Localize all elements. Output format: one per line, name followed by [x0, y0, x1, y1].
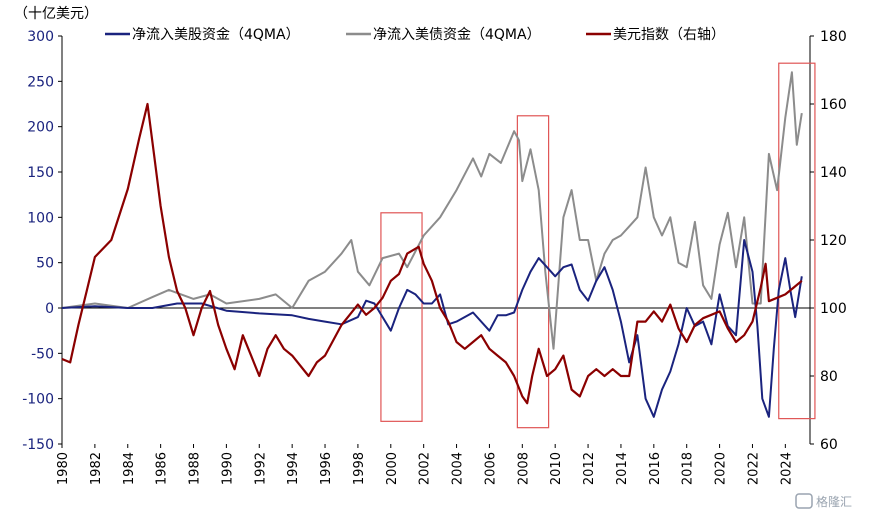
series-bond-line — [61, 71, 803, 350]
x-tick-label: 2012 — [582, 452, 597, 485]
logo-mark-icon — [795, 493, 813, 509]
y-left-tick-label: -150 — [22, 437, 54, 453]
y-left-tick-label: 0 — [45, 301, 54, 317]
y-left-tick-label: 150 — [27, 165, 54, 181]
y-right-tick-label: 120 — [820, 233, 847, 249]
x-tick-label: 1994 — [286, 452, 301, 485]
x-tick-label: 1980 — [56, 452, 71, 485]
x-tick-label: 1982 — [89, 452, 104, 485]
x-tick-label: 1998 — [352, 452, 367, 485]
x-tick-label: 2016 — [648, 452, 663, 485]
y-right-tick-label: 140 — [820, 165, 847, 181]
y-right-tick-label: 100 — [820, 301, 847, 317]
highlight-box — [778, 62, 816, 420]
x-tick-label: 1988 — [188, 452, 203, 485]
legend: 净流入美股资金（4QMA） 净流入美债资金（4QMA） 美元指数（右轴） — [105, 27, 725, 43]
x-tick-label: 2006 — [483, 452, 498, 485]
y-left-tick-label: 250 — [27, 74, 54, 90]
highlight-box — [380, 212, 423, 422]
x-tick-label: 2008 — [516, 452, 531, 485]
watermark: 格隆汇 — [795, 493, 852, 509]
unit-label: （十亿美元） — [14, 6, 98, 22]
y-right-tick-label: 80 — [820, 369, 838, 385]
legend-item-usd: 美元指数（右轴） — [586, 27, 725, 43]
highlight-boxes — [380, 62, 816, 429]
x-tick-label: 2002 — [418, 452, 433, 485]
x-tick-label: 1992 — [253, 452, 268, 485]
highlight-box — [516, 115, 550, 429]
legend-item-bond: 净流入美债资金（4QMA） — [346, 27, 541, 43]
legend-label-usd: 美元指数（右轴） — [613, 27, 725, 43]
series-equity-line — [61, 239, 803, 418]
y-left-tick-label: 50 — [36, 256, 54, 272]
x-tick-label: 1984 — [122, 452, 137, 485]
y-left-tick-label: 100 — [27, 210, 54, 226]
x-tick-label: 2024 — [779, 452, 794, 485]
x-tick-label: 2022 — [746, 452, 761, 485]
axes: 300 250 200 150 100 50 0 -50 -100 -150 180 160 140 12… — [22, 29, 847, 485]
y-left-tick-label: -50 — [31, 346, 54, 362]
legend-label-equity: 净流入美股资金（4QMA） — [132, 27, 300, 43]
x-tick-label: 2020 — [714, 452, 729, 485]
series-lines — [61, 71, 803, 418]
x-tick-label: 1990 — [220, 452, 235, 485]
x-tick-label: 2018 — [681, 452, 696, 485]
y-right-tick-label: 160 — [820, 97, 847, 113]
x-tick-label: 1996 — [319, 452, 334, 485]
x-tick-label: 2014 — [615, 452, 630, 485]
x-tick-label: 2000 — [385, 452, 400, 485]
x-tick-label: 1986 — [155, 452, 170, 485]
series-usd-line — [61, 102, 803, 405]
y-right-tick-label: 180 — [820, 29, 847, 45]
watermark-text: 格隆汇 — [816, 494, 852, 509]
x-tick-label: 2004 — [451, 452, 466, 485]
legend-item-equity: 净流入美股资金（4QMA） — [105, 27, 300, 43]
y-left-tick-label: 200 — [27, 120, 54, 136]
y-left-tick-label: -100 — [22, 392, 54, 408]
x-tick-label: 2010 — [549, 452, 564, 485]
y-left-tick-label: 300 — [27, 29, 54, 45]
y-right-tick-label: 60 — [820, 437, 838, 453]
legend-label-bond: 净流入美债资金（4QMA） — [373, 27, 541, 43]
